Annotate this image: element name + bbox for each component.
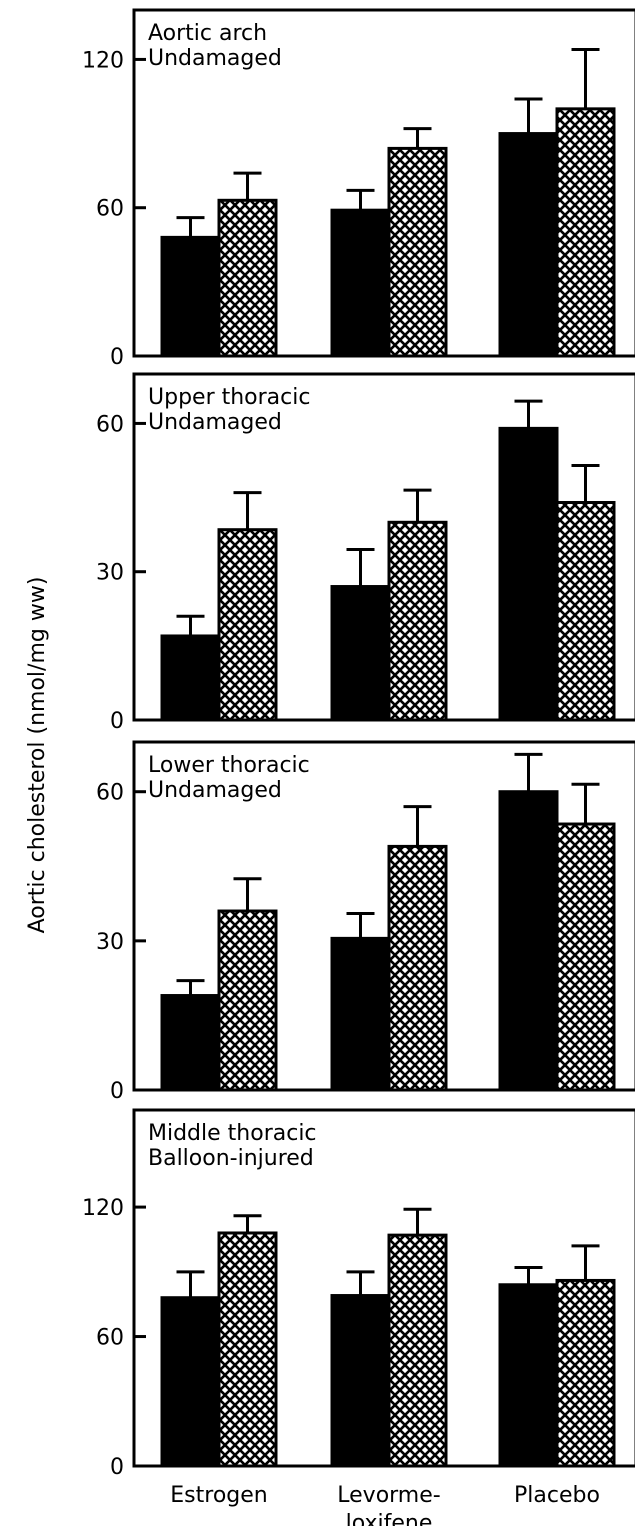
bar-solid	[498, 426, 559, 722]
bar-solid	[160, 235, 221, 358]
category-labels: Estrogen Levorme-loxifene Placebo	[170, 1483, 600, 1526]
bar-hatched	[217, 528, 278, 722]
panel-label-line: Aortic arch	[148, 21, 267, 46]
panel-1: 0 60 120 Aortic arch Undamaged	[82, 8, 635, 370]
y-tick-label: 120	[82, 1196, 124, 1221]
panel-label: Middle thoracic Balloon-injured	[148, 1121, 317, 1171]
bar-hatched	[555, 107, 616, 358]
bar-hatched	[217, 909, 278, 1092]
y-tick-label: 60	[96, 781, 124, 806]
category-label: Levorme-loxifene	[337, 1483, 440, 1526]
y-tick-label: 0	[110, 345, 124, 370]
bar-solid	[330, 936, 391, 1092]
bar-solid	[160, 634, 221, 722]
panel-label-line: Upper thoracic	[148, 385, 310, 410]
panel-label: Lower thoracic Undamaged	[148, 753, 310, 803]
bar-hatched	[555, 501, 616, 722]
category-label-line: Levorme-	[337, 1483, 440, 1508]
bar-solid	[160, 1296, 221, 1468]
bar-hatched	[555, 1278, 616, 1468]
bar-hatched	[387, 520, 448, 722]
y-tick-label: 30	[96, 930, 124, 955]
y-tick-label: 60	[96, 1326, 124, 1351]
bar-solid	[160, 994, 221, 1092]
y-tick-label: 60	[96, 197, 124, 222]
panel-3: 0 30 60 Lower thoracic Undamaged	[96, 740, 635, 1104]
bar-solid	[498, 1283, 559, 1468]
bar-hatched	[217, 1231, 278, 1468]
y-axis-label: Aortic cholesterol (nmol/mg ww)	[25, 577, 50, 934]
bar-hatched	[387, 1233, 448, 1468]
panel-label-line: Lower thoracic	[148, 753, 310, 778]
bar-solid	[498, 132, 559, 358]
y-tick-label: 120	[82, 48, 124, 73]
category-label-line: Estrogen	[170, 1483, 267, 1508]
panel-label-line: Undamaged	[148, 46, 282, 71]
y-tick-label: 0	[110, 1079, 124, 1104]
y-tick-label: 0	[110, 1455, 124, 1480]
y-tick-label: 60	[96, 412, 124, 437]
bar-solid	[330, 1294, 391, 1468]
panel-label: Upper thoracic Undamaged	[148, 385, 310, 435]
bar-solid	[498, 790, 559, 1092]
bar-hatched	[387, 844, 448, 1092]
bar-hatched	[217, 198, 278, 358]
category-label-line: loxifene	[346, 1511, 433, 1526]
panel-2: 0 30 60 Upper thoracic Undamaged	[96, 372, 635, 734]
bar-hatched	[387, 146, 448, 358]
panel-label: Aortic arch Undamaged	[148, 21, 282, 71]
bar-hatched	[555, 822, 616, 1092]
category-label: Placebo	[514, 1483, 600, 1508]
y-tick-label: 0	[110, 709, 124, 734]
bar-solid	[330, 585, 391, 722]
panel-label-line: Balloon-injured	[148, 1146, 314, 1171]
category-label-line: Placebo	[514, 1483, 600, 1508]
panel-label-line: Middle thoracic	[148, 1121, 317, 1146]
panel-label-line: Undamaged	[148, 778, 282, 803]
panel-label-line: Undamaged	[148, 410, 282, 435]
y-tick-label: 30	[96, 561, 124, 586]
bar-solid	[330, 208, 391, 358]
panel-4: 0 60 120 Middle thoracic Balloon-injured	[82, 1108, 635, 1480]
category-label: Estrogen	[170, 1483, 267, 1508]
